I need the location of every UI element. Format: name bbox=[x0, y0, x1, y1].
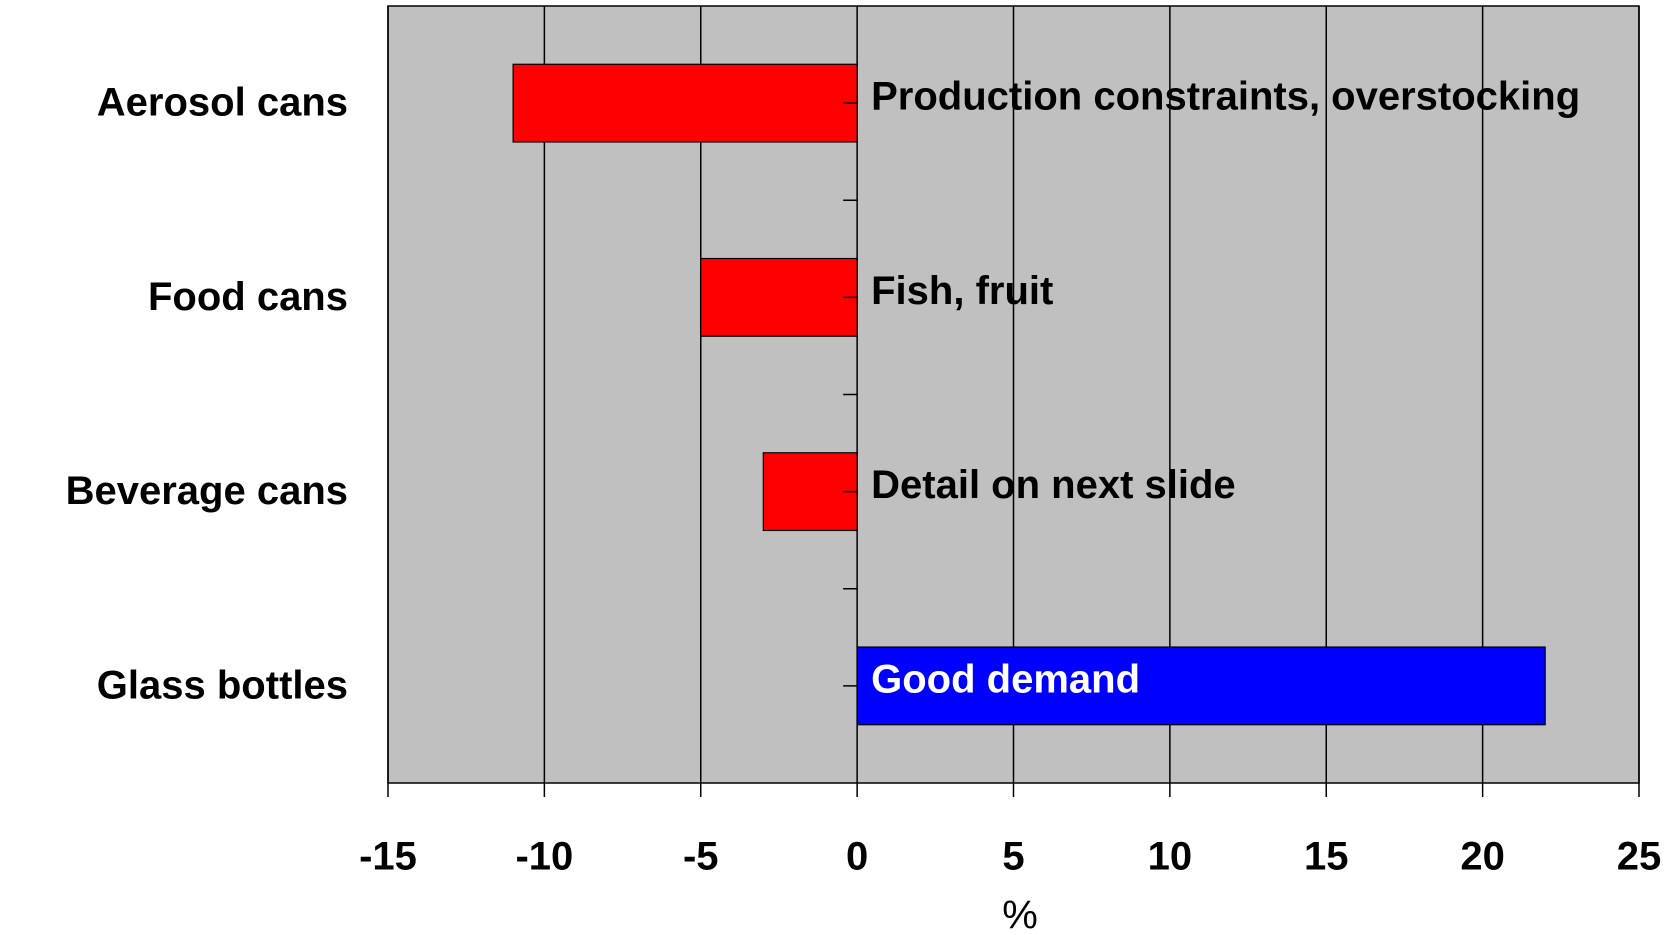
bar bbox=[512, 63, 858, 143]
y-tick-label: Food cans bbox=[148, 275, 348, 319]
x-tick-label: -15 bbox=[359, 835, 417, 879]
plot-border bbox=[387, 5, 1640, 784]
x-tick-label: 10 bbox=[1148, 835, 1193, 879]
bar bbox=[700, 257, 858, 337]
x-tick-label: 20 bbox=[1460, 835, 1505, 879]
y-tick-label: Glass bottles bbox=[97, 663, 348, 707]
y-tick-label: Aerosol cans bbox=[97, 81, 348, 125]
x-tick-label: 0 bbox=[846, 835, 868, 879]
annotation: Fish, fruit bbox=[871, 269, 1053, 313]
annotation: Good demand bbox=[871, 657, 1140, 701]
y-tick-label: Beverage cans bbox=[66, 469, 348, 513]
x-tick-label: 25 bbox=[1617, 835, 1662, 879]
bar bbox=[762, 452, 858, 532]
x-tick-label: -10 bbox=[515, 835, 573, 879]
x-axis-label: % bbox=[1002, 894, 1038, 930]
annotation: Production constraints, overstocking bbox=[871, 75, 1580, 119]
x-tick-label: 15 bbox=[1304, 835, 1349, 879]
x-tick-label: 5 bbox=[1002, 835, 1024, 879]
annotation: Detail on next slide bbox=[871, 463, 1236, 507]
x-tick-label: -5 bbox=[683, 835, 719, 879]
